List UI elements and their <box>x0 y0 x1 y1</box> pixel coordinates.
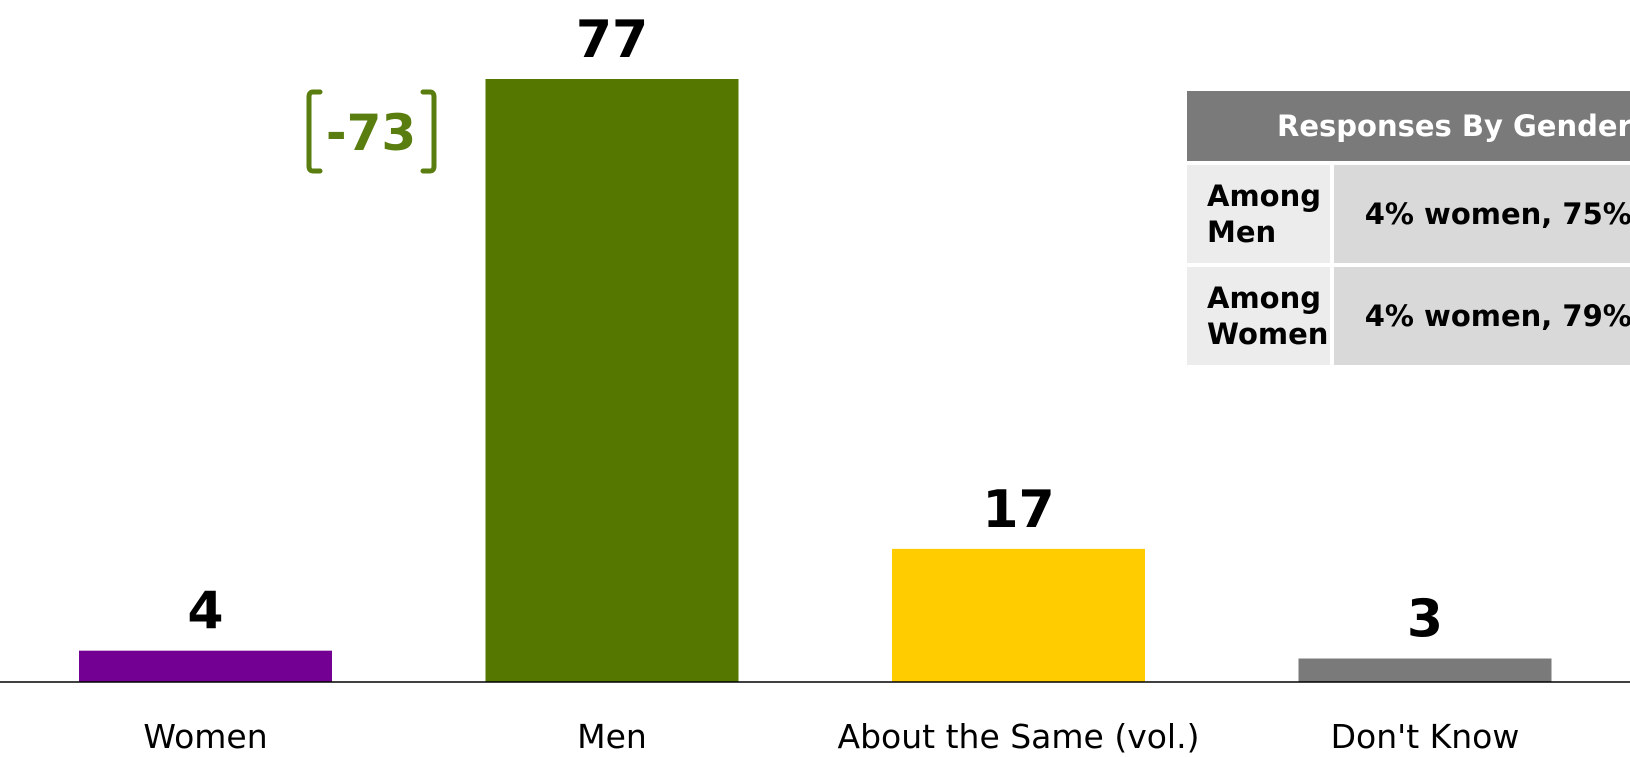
row-label: Among Men <box>1187 163 1334 267</box>
difference-bracket-right <box>420 89 437 174</box>
bars-layer <box>79 79 1552 682</box>
difference-label: -73 <box>326 104 416 162</box>
bar-about-the-same-vol <box>892 548 1145 682</box>
category-label-men: Men <box>577 717 647 756</box>
bar-women <box>79 650 332 682</box>
category-label-don-t-know: Don't Know <box>1331 717 1520 756</box>
value-labels-layer: 4 77 17 3 <box>187 10 1443 650</box>
difference-annotation: -73 <box>306 89 437 174</box>
value-label-women: 4 <box>187 582 223 642</box>
bar-men <box>485 79 739 682</box>
category-label-women: Women <box>143 717 267 756</box>
difference-bracket-left <box>306 89 323 174</box>
value-label-about-the-same-vol: 17 <box>982 480 1054 540</box>
table-header-row: Responses By Gender <box>1187 91 1630 165</box>
table-row: Among Men 4% women, 75% <box>1187 163 1630 267</box>
table-row: Among Women 4% women, 79% <box>1187 265 1630 369</box>
row-value: 4% women, 75% <box>1331 163 1630 267</box>
category-label-about-the-same-vol: About the Same (vol.) <box>838 717 1200 756</box>
value-label-men: 77 <box>576 10 648 70</box>
row-value: 4% women, 79% <box>1331 265 1630 369</box>
value-label-don-t-know: 3 <box>1407 590 1443 650</box>
category-labels-layer: Women Men About the Same (vol.) Don't Know <box>143 717 1519 756</box>
responses-by-gender-table: Responses By Gender Among Men 4% women, … <box>1187 91 1630 369</box>
table-header: Responses By Gender <box>1187 91 1630 165</box>
row-label: Among Women <box>1187 265 1334 369</box>
bar-don-t-know <box>1298 658 1552 682</box>
